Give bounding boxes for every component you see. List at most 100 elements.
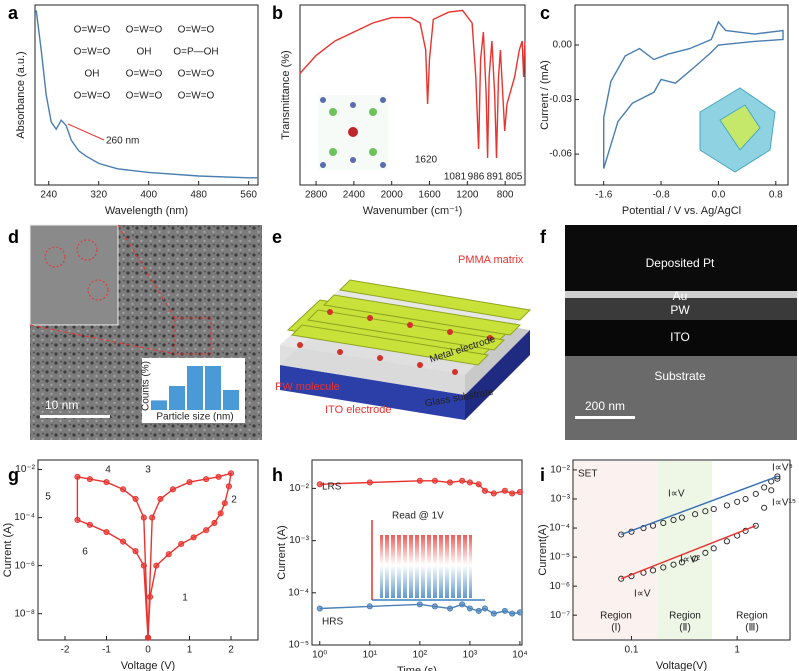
- y-tick-label: 10⁻⁴: [549, 523, 570, 534]
- x-tick-label: 560: [240, 190, 257, 201]
- data-point: [490, 490, 497, 497]
- data-point: [723, 502, 730, 509]
- structure-label: O=W=O: [74, 25, 111, 36]
- structure-label: O=W=O: [126, 91, 163, 102]
- structure-label: O=W=O: [74, 91, 111, 102]
- y-tick-label: -0.06: [549, 149, 572, 160]
- data-point: [768, 487, 775, 494]
- device-label: ITO electrode: [325, 404, 391, 416]
- panel-label: d: [8, 227, 19, 247]
- data-point: [509, 610, 516, 617]
- annotation: 1620: [415, 155, 438, 166]
- x-axis-label: Wavenumber (cm⁻¹): [363, 205, 463, 217]
- histogram-bar: [169, 386, 185, 410]
- x-tick-label: 0.8: [769, 190, 783, 201]
- y-tick-label: 10⁻⁶: [549, 581, 570, 592]
- data-point: [509, 490, 516, 497]
- panel-label: a: [8, 3, 19, 23]
- y-tick-label: -0.03: [549, 94, 572, 105]
- series-line: [620, 475, 778, 536]
- series-line: [603, 20, 784, 169]
- x-tick-label: 10¹: [363, 650, 378, 661]
- panel-label: f: [540, 227, 547, 247]
- annotation-arrow: [67, 123, 105, 141]
- annotation: I∝V²: [680, 555, 701, 566]
- annotation: Read @ 1V: [392, 511, 444, 522]
- panel-label: g: [8, 465, 19, 485]
- structure-label: O=W=O: [178, 91, 215, 102]
- crystal-inset: [318, 95, 388, 170]
- data-point: [761, 484, 768, 491]
- data-point: [501, 487, 508, 494]
- y-axis-label: Absorbance (a.u.): [15, 51, 27, 138]
- data-point: [316, 481, 323, 488]
- data-point: [761, 504, 768, 511]
- polyhedron-inset: [699, 87, 776, 173]
- y-axis-label: Current (A): [2, 523, 14, 577]
- y-tick-label: 10⁻²: [15, 464, 35, 475]
- data-point: [459, 601, 466, 608]
- histogram-y-label: Counts (%): [141, 361, 152, 411]
- y-axis-label: Transmittance (%): [280, 50, 292, 139]
- data-point: [132, 495, 139, 502]
- x-tick-label: 2000: [381, 190, 404, 201]
- annotation: HRS: [322, 617, 343, 628]
- data-point: [120, 538, 127, 545]
- x-tick-label: 2400: [343, 190, 366, 201]
- data-point: [702, 508, 709, 515]
- data-point: [692, 511, 699, 518]
- y-tick-label: 10⁻⁵: [288, 640, 309, 651]
- annotation: 1: [182, 593, 188, 604]
- data-point: [86, 476, 93, 483]
- layer-label: Au: [673, 289, 688, 303]
- data-point: [225, 483, 232, 490]
- data-point: [774, 475, 781, 482]
- y-tick-label: 10⁻⁵: [549, 552, 570, 563]
- plot-frame: [574, 4, 789, 186]
- x-tick-label: -0.8: [652, 190, 670, 201]
- data-point: [203, 527, 210, 534]
- annotation: I∝V: [668, 489, 685, 500]
- data-point: [618, 531, 625, 538]
- structure-label: OH: [137, 47, 152, 58]
- data-point: [446, 605, 454, 612]
- y-tick-label: 10⁻⁶: [14, 560, 35, 571]
- data-point: [742, 495, 749, 503]
- structure-label: OH: [85, 69, 100, 80]
- y-tick-label: 10⁻²: [550, 465, 570, 476]
- x-axis-label: Voltage (V): [121, 660, 175, 671]
- annotation: I∝V⁵: [772, 463, 793, 474]
- x-tick-label: 1: [734, 645, 740, 656]
- x-tick-label: 1600: [418, 190, 441, 201]
- data-point: [203, 476, 210, 483]
- data-point: [227, 470, 235, 477]
- data-point: [660, 564, 667, 571]
- layer-label: Deposited Pt: [646, 256, 715, 270]
- annotation: 1081: [444, 172, 467, 183]
- x-tick-label: 400: [140, 190, 157, 201]
- device-label: PMMA matrix: [458, 254, 524, 266]
- x-axis-label: Potential / V vs. Ag/AgCl: [622, 205, 741, 217]
- histogram-bar: [205, 366, 221, 410]
- data-point: [103, 479, 110, 486]
- x-tick-label: 1200: [456, 190, 479, 201]
- histogram-bar: [187, 366, 203, 410]
- data-point: [157, 495, 164, 502]
- y-tick-label: 10⁻³: [289, 535, 309, 546]
- data-point: [211, 519, 218, 526]
- annotation: SET: [578, 469, 597, 480]
- data-point: [752, 522, 759, 529]
- data-point: [490, 610, 497, 617]
- data-point: [516, 489, 523, 496]
- x-tick-label: 480: [190, 190, 207, 201]
- histogram-bar: [223, 390, 239, 410]
- data-point: [752, 490, 759, 497]
- x-tick-label: 0.1: [624, 645, 638, 656]
- x-axis-label: Voltage(V): [656, 660, 707, 671]
- data-point: [678, 514, 685, 521]
- data-point: [190, 534, 197, 541]
- data-point: [86, 521, 93, 528]
- y-axis-label: Current (A): [276, 525, 288, 579]
- data-point: [466, 605, 473, 612]
- series-line: [76, 472, 232, 638]
